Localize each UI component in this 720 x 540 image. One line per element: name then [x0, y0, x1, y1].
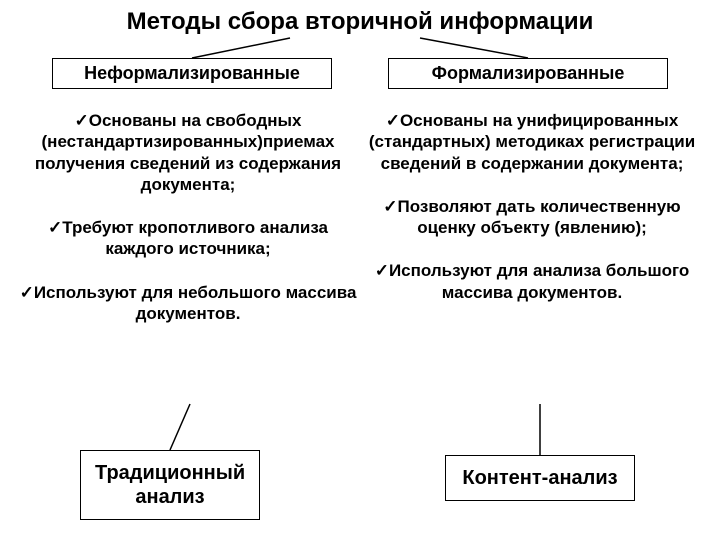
diagram-title: Методы сбора вторичной информации [0, 8, 720, 36]
bottom-right-box: Контент-анализ [445, 455, 635, 501]
header-right: Формализированные [388, 58, 668, 89]
left-item-3: ✓Используют для небольшого массива докум… [18, 282, 358, 325]
right-item-1-text: Основаны на унифицированных (стандартных… [369, 111, 695, 173]
right-item-2: ✓Позволяют дать количественную оценку об… [362, 196, 702, 239]
left-item-1: ✓Основаны на свободных (нестандартизиров… [18, 110, 358, 195]
check-icon: ✓ [383, 197, 397, 216]
header-left: Неформализированные [52, 58, 332, 89]
left-item-2-text: Требуют кропотливого анализа каждого ист… [62, 218, 328, 258]
check-icon: ✓ [375, 261, 389, 280]
check-icon: ✓ [20, 283, 34, 302]
right-item-3: ✓Используют для анализа большого массива… [362, 260, 702, 303]
right-item-1: ✓Основаны на унифицированных (стандартны… [362, 110, 702, 174]
bottom-left-box: Традиционный анализ [80, 450, 260, 520]
right-column: ✓Основаны на унифицированных (стандартны… [362, 110, 702, 325]
right-item-2-text: Позволяют дать количественную оценку объ… [398, 197, 681, 237]
left-column: ✓Основаны на свободных (нестандартизиров… [18, 110, 358, 346]
check-icon: ✓ [75, 111, 89, 130]
check-icon: ✓ [386, 111, 400, 130]
check-icon: ✓ [48, 218, 62, 237]
left-item-2: ✓Требуют кропотливого анализа каждого ис… [18, 217, 358, 260]
left-item-3-text: Используют для небольшого массива докуме… [34, 283, 357, 323]
right-item-3-text: Используют для анализа большого массива … [389, 261, 689, 301]
